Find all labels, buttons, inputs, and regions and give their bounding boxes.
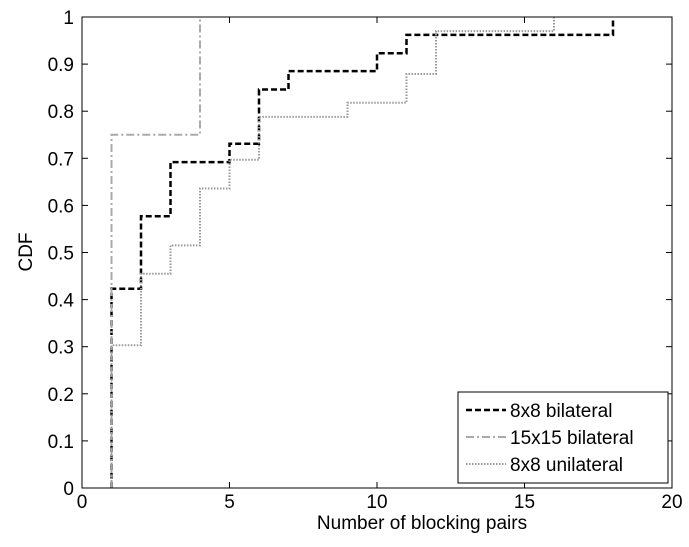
legend-label: 8x8 unilateral [510, 455, 623, 476]
y-axis-label: CDF [16, 232, 37, 271]
y-tick-label: 0.4 [48, 291, 75, 312]
cdf-line [110, 17, 201, 488]
x-tick-label: 0 [77, 492, 88, 513]
y-tick-label: 0.3 [48, 338, 74, 359]
y-tick-label: 1 [63, 8, 74, 29]
y-tick-label: 0.1 [48, 432, 74, 453]
legend-label: 15x15 bilateral [510, 428, 634, 449]
x-axis-label: Number of blocking pairs [317, 513, 527, 534]
y-tick-label: 0.6 [48, 196, 74, 217]
y-tick-label: 0 [63, 479, 74, 500]
x-tick-label: 5 [224, 492, 235, 513]
plot-frame [81, 16, 673, 489]
y-tick-label: 0.2 [48, 385, 74, 406]
x-tick-label: 20 [661, 492, 682, 513]
y-tick-label: 0.8 [48, 102, 74, 123]
y-tick-label: 0.7 [48, 149, 74, 170]
x-tick-label: 10 [366, 492, 387, 513]
cdf-line [110, 17, 615, 488]
y-tick-label: 0.5 [48, 244, 74, 265]
x-tick-label: 15 [514, 492, 535, 513]
y-tick-label: 0.9 [48, 55, 74, 76]
legend-label: 8x8 bilateral [510, 401, 612, 422]
